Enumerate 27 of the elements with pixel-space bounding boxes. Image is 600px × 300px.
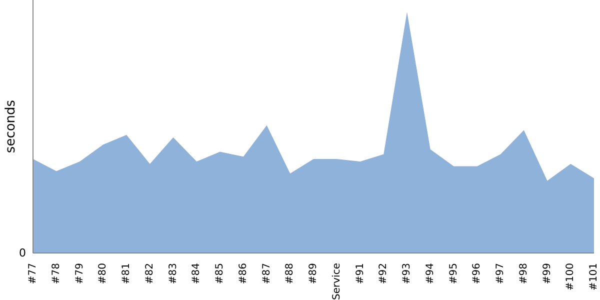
x-tick-label: #92 — [378, 263, 390, 284]
x-tick-label: #100 — [565, 263, 576, 290]
x-tick-label: #95 — [448, 263, 460, 284]
x-tick-label: #96 — [472, 263, 483, 284]
x-tick-label: #99 — [542, 263, 553, 284]
text: 0 — [19, 246, 26, 260]
x-tick-label: Service — [331, 263, 342, 300]
x-tick-label: #81 — [121, 263, 132, 284]
x-tick-label: #82 — [144, 263, 156, 284]
x-tick-label: #98 — [518, 263, 530, 284]
x-tick-label: #91 — [354, 263, 366, 284]
x-tick-label: #86 — [238, 263, 249, 284]
x-tick-label: #88 — [284, 263, 296, 284]
x-tick-label: #101 — [588, 263, 600, 290]
y-axis-title: seconds — [4, 100, 19, 154]
x-tick-label: #78 — [50, 263, 62, 284]
x-tick-label: #94 — [424, 263, 436, 284]
x-tick-label: #84 — [191, 263, 202, 284]
x-tick-label: #83 — [168, 263, 179, 284]
x-tick-label: #93 — [402, 263, 412, 284]
x-tick-label: #79 — [74, 263, 86, 284]
x-tick-label: #97 — [495, 263, 506, 284]
x-tick-label: #80 — [98, 263, 109, 284]
x-tick-label: #85 — [214, 263, 226, 284]
x-tick-label: #89 — [308, 263, 319, 284]
x-tick-label: #77 — [28, 263, 38, 284]
x-tick-label: #87 — [261, 263, 272, 284]
